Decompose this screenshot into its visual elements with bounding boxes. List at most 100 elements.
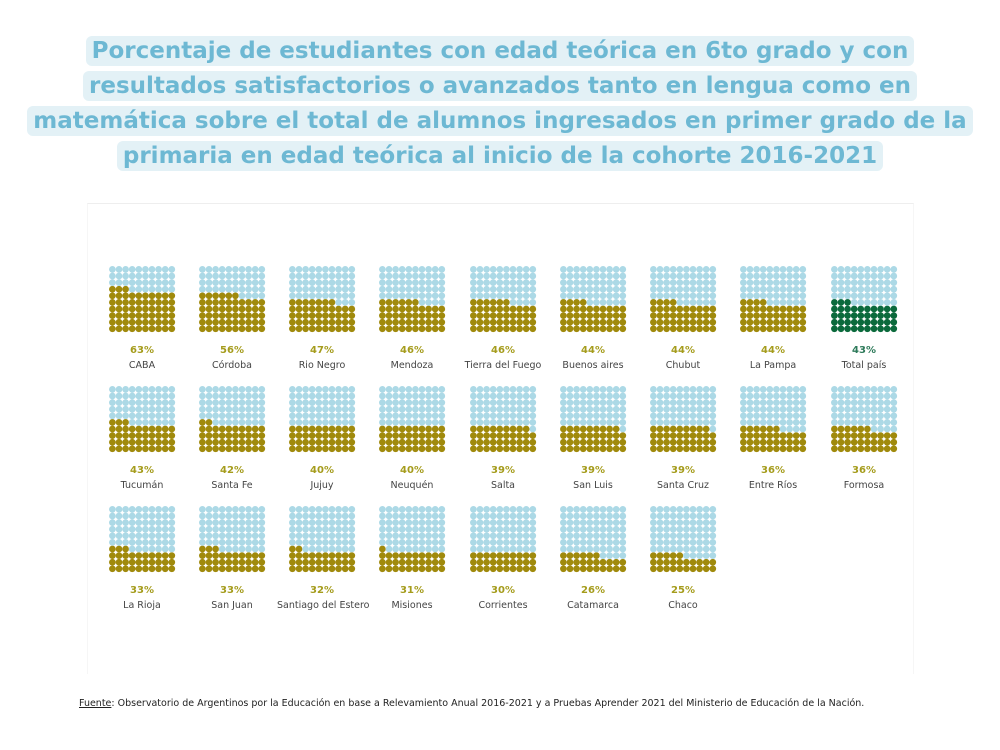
waffle-dot-filled [489,312,497,319]
waffle-dot-empty [128,525,136,533]
waffle-dot-empty [515,266,523,273]
waffle-dot-filled [502,425,510,433]
waffle-dot-empty [656,405,663,413]
waffle-dot-filled [649,552,657,559]
waffle-dot-empty [437,532,445,540]
waffle-dot-empty [167,405,175,413]
waffle-dot-empty [476,392,483,400]
data-label: 25% [671,585,695,596]
waffle-dot-filled [334,445,342,453]
waffle-dot-empty [765,412,773,420]
waffle-dot-filled [739,325,747,333]
waffle-dot-filled [314,558,322,566]
waffle-dot-filled [522,552,530,559]
waffle-dot-empty [476,272,483,280]
chart-title-text: Porcentaje de estudiantes con edad teóri… [27,36,973,171]
waffle-dot-empty [772,272,780,280]
waffle-dot-empty [411,272,419,280]
waffle-dot-empty [231,525,239,533]
waffle-dot-empty [592,525,600,533]
waffle-dot-empty [850,399,858,406]
waffle-dot-empty [404,285,412,293]
waffle-dot-empty [522,266,530,273]
waffle-dot-filled [870,445,877,453]
waffle-dot-filled [482,425,490,433]
waffle-dot-filled [251,432,259,439]
waffle-dot-empty [566,539,573,546]
waffle-dot-filled [752,445,760,453]
waffle-dot-empty [251,386,259,393]
waffle-dot-filled [418,445,425,453]
waffle-dot-empty [161,266,169,273]
waffle-dot-empty [592,532,600,540]
waffle-dot-empty [765,299,773,306]
waffle-dot-empty [141,285,149,293]
waffle-dot-filled [669,565,677,573]
waffle-dots [739,386,806,453]
waffle-dot-empty [314,399,322,406]
waffle-dot-filled [856,312,864,319]
waffle-dot-filled [746,305,753,313]
waffle-dot-empty [398,272,406,280]
waffle-dot-empty [288,285,296,293]
waffle-dot-empty [702,545,710,553]
waffle-dot-empty [502,386,510,393]
waffle-dot-empty [328,392,335,400]
waffle-dot-filled [391,425,399,433]
waffle-dot-filled [115,299,122,306]
waffle-dot-empty [205,512,212,520]
waffle-dot-filled [559,432,567,439]
waffle-dot-filled [469,425,477,433]
waffle-dot-empty [585,419,593,426]
waffle-dot-empty [830,285,838,293]
waffle-dot-filled [385,299,392,306]
waffle-dot-empty [308,279,316,286]
waffle-dot-empty [752,399,760,406]
waffle-dot-filled [746,432,753,439]
waffle-dot-empty [599,386,606,393]
waffle-dot-filled [656,325,663,333]
waffle-dot-filled [411,299,419,306]
waffle-dot-filled [121,552,129,559]
waffle-dot-empty [502,266,510,273]
waffle-dot-empty [592,292,600,300]
waffle-dot-filled [198,432,206,439]
waffle-dot-filled [167,425,175,433]
waffle-dot-filled [295,312,302,319]
waffle-dot-empty [669,512,677,520]
waffle-dot-empty [675,519,683,526]
waffle-dot-empty [238,279,245,286]
waffle-dot-filled [489,305,497,313]
waffle-dot-filled [572,558,580,566]
waffle-dot-filled [244,318,252,326]
waffle-dot-empty [198,272,206,280]
waffle-dot-filled [231,299,239,306]
waffle-dot-filled [257,565,265,573]
data-label: 36% [852,465,876,476]
waffle-dot-empty [141,419,149,426]
waffle-dot-filled [134,445,142,453]
waffle-dot-empty [752,386,760,393]
waffle-dot-empty [224,545,232,553]
waffle-dot-empty [328,285,335,293]
waffle-dot-empty [566,512,573,520]
waffle-caba: 63% CABA [97,266,187,371]
waffle-dot-filled [476,558,483,566]
waffle-dot-filled [752,438,760,446]
waffle-dot-empty [863,292,871,300]
waffle-dot-empty [495,285,503,293]
waffle-dot-filled [295,438,302,446]
waffle-dot-empty [251,512,259,520]
waffle-dots [108,266,175,333]
waffle-dot-empty [211,506,219,513]
waffle-dot-filled [211,425,219,433]
waffle-dot-filled [702,318,710,326]
waffle-dot-filled [244,312,252,319]
waffle-dot-empty [566,506,573,513]
waffle-dot-filled [502,445,510,453]
waffle-dot-empty [244,512,252,520]
waffle-chaco: 25% Chaco [638,506,728,611]
category-label: Catamarca [567,600,619,611]
waffle-dot-filled [238,325,245,333]
waffle-dot-empty [515,399,523,406]
